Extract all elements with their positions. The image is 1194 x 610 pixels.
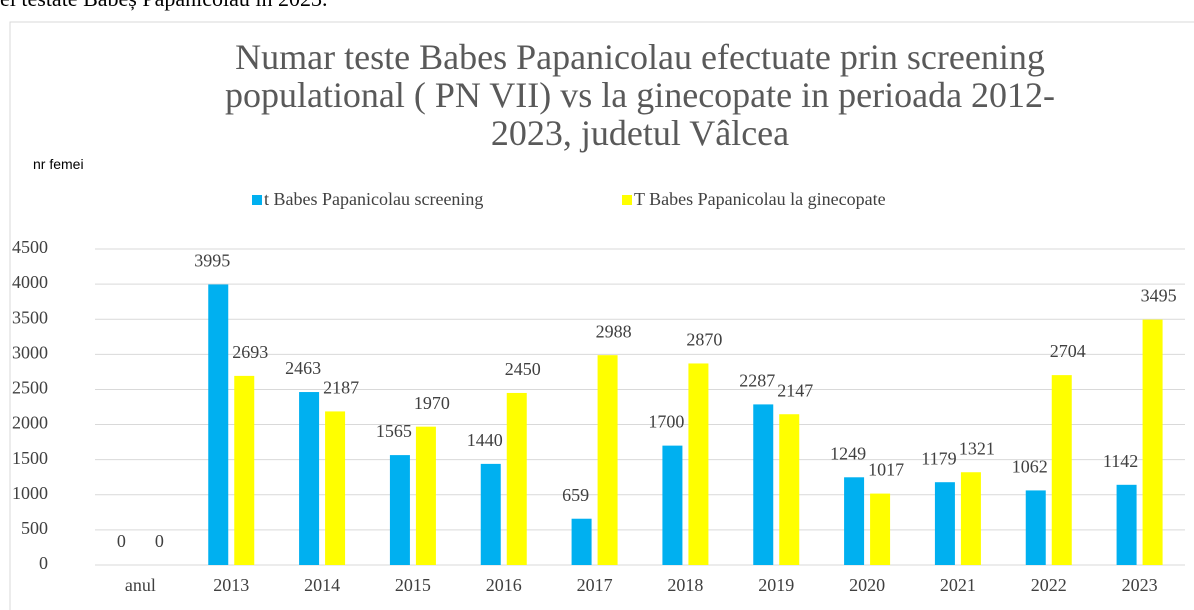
- data-label: 2463: [285, 358, 321, 378]
- y-tick-label: 2000: [12, 413, 48, 433]
- bar: [1051, 375, 1072, 565]
- bar: [1142, 319, 1163, 565]
- y-tick-label: 4000: [12, 272, 48, 292]
- y-axis-label: nr femei: [33, 156, 84, 172]
- x-tick-label: 2015: [395, 575, 431, 595]
- x-tick-label: 2019: [758, 575, 794, 595]
- bar: [688, 363, 709, 565]
- y-tick-label: 2500: [12, 378, 48, 398]
- data-label: 2693: [232, 342, 268, 362]
- x-tick-label: 2017: [577, 575, 613, 595]
- chart-frame: [9, 21, 1194, 610]
- bar: [571, 518, 592, 565]
- x-tick-label: 2013: [213, 575, 249, 595]
- bar: [597, 355, 618, 565]
- data-label: 1321: [959, 438, 995, 458]
- data-label: 1249: [830, 443, 866, 463]
- bar: [1116, 484, 1137, 565]
- data-label: 659: [562, 485, 589, 505]
- data-label: 3495: [1141, 286, 1177, 306]
- data-label: 1017: [868, 460, 904, 480]
- x-tick-label: 2020: [849, 575, 885, 595]
- bar: [506, 392, 527, 565]
- legend-swatch: [252, 195, 262, 205]
- data-label: 0: [117, 531, 126, 551]
- bar: [325, 411, 346, 565]
- header-text: ei testate Babeș Papanicolau în 2023.: [0, 0, 327, 12]
- bar: [844, 477, 865, 565]
- data-label: 1062: [1012, 457, 1048, 477]
- y-tick-label: 3000: [12, 342, 48, 362]
- data-label: 2870: [686, 330, 722, 350]
- y-tick-label: 3500: [12, 307, 48, 327]
- bar: [1025, 490, 1046, 565]
- x-tick-label: 2022: [1031, 575, 1067, 595]
- data-label: 2988: [596, 321, 632, 341]
- x-tick-label: 2014: [304, 575, 340, 595]
- y-tick-label: 1000: [12, 483, 48, 503]
- data-label: 2147: [777, 380, 813, 400]
- bar: [299, 392, 320, 565]
- bar: [662, 445, 683, 565]
- data-label: 1700: [648, 412, 684, 432]
- data-label: 2287: [739, 371, 775, 391]
- x-tick-label: anul: [125, 575, 156, 595]
- legend-label: T Babes Papanicolau la ginecopate: [634, 189, 886, 209]
- data-label: 0: [155, 531, 164, 551]
- legend-label: t Babes Papanicolau screening: [264, 189, 483, 209]
- bar: [753, 404, 774, 565]
- bar: [779, 414, 800, 565]
- legend-swatch: [622, 195, 632, 205]
- data-label: 1565: [376, 421, 412, 441]
- data-label: 1179: [921, 448, 956, 468]
- chart-title: Numar teste Babes Papanicolau efectuate …: [224, 37, 1056, 153]
- bar: [934, 482, 955, 565]
- bar: [208, 284, 229, 565]
- data-label: 3995: [194, 251, 230, 271]
- data-label: 1970: [414, 393, 450, 413]
- bar: [389, 455, 410, 565]
- x-tick-label: 2023: [1122, 575, 1158, 595]
- bar: [480, 463, 501, 565]
- y-tick-label: 500: [21, 518, 48, 538]
- x-tick-label: 2021: [940, 575, 976, 595]
- data-label: 2450: [505, 359, 541, 379]
- y-tick-label: 0: [39, 553, 48, 573]
- bar: [870, 493, 891, 565]
- bar: [234, 375, 255, 565]
- data-label: 1440: [467, 430, 503, 450]
- data-label: 2187: [323, 378, 359, 398]
- y-tick-label: 4500: [12, 237, 48, 257]
- bar: [415, 426, 436, 565]
- x-tick-label: 2016: [486, 575, 522, 595]
- bar: [960, 472, 981, 565]
- x-tick-label: 2018: [667, 575, 703, 595]
- data-label: 1142: [1103, 451, 1138, 471]
- data-label: 2704: [1050, 341, 1086, 361]
- y-tick-label: 1500: [12, 448, 48, 468]
